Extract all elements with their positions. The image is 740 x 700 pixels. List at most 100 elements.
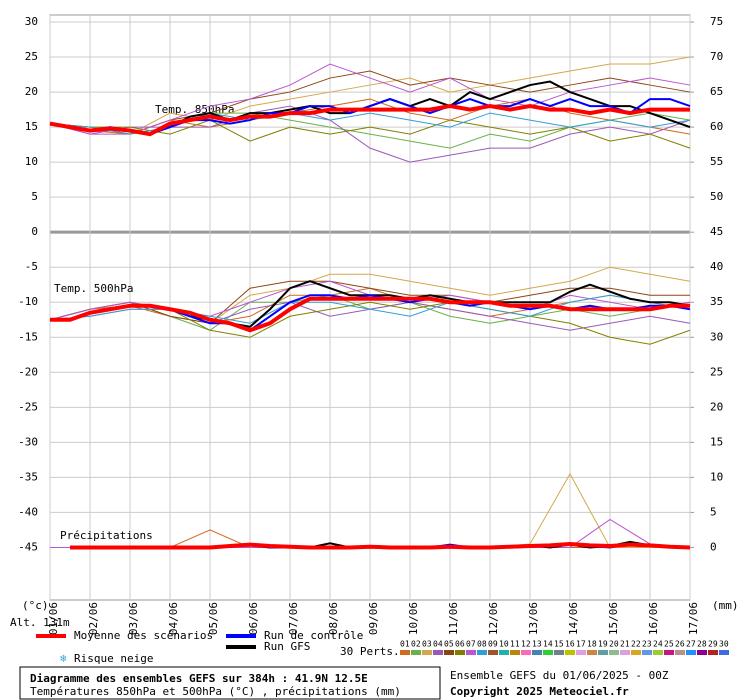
y2-tick-label: 0 — [710, 540, 717, 553]
perturbation-number: 23 — [642, 640, 652, 649]
x-tick-label: 09/06 — [367, 602, 380, 635]
perturbation-number: 27 — [686, 640, 696, 649]
perturbation-number: 03 — [422, 640, 432, 649]
perturbation-number: 13 — [532, 640, 542, 649]
y-tick-label: -30 — [18, 435, 38, 448]
perturbation-number: 29 — [708, 640, 718, 649]
run-info: Ensemble GEFS du 01/06/2025 - 00Z — [450, 669, 669, 682]
y-tick-label: -15 — [18, 330, 38, 343]
y-tick-label: 20 — [25, 85, 38, 98]
x-tick-label: 08/06 — [327, 602, 340, 635]
perturbation-swatch — [400, 650, 410, 655]
perturbation-swatch — [697, 650, 707, 655]
series-line — [70, 541, 691, 550]
series-line — [50, 296, 690, 333]
legend-label: Run GFS — [264, 640, 310, 653]
y-tick-label: -20 — [18, 365, 38, 378]
x-tick-label: 14/06 — [567, 602, 580, 635]
perturbation-swatch — [587, 650, 597, 655]
perturbation-swatch — [444, 650, 454, 655]
perturbation-number: 28 — [697, 640, 707, 649]
perturbation-number: 10 — [499, 640, 509, 649]
perturbation-number: 01 — [400, 640, 410, 649]
perturbation-swatch — [543, 650, 553, 655]
y2-tick-label: 20 — [710, 400, 723, 413]
y-tick-label: -25 — [18, 400, 38, 413]
perturbation-number: 15 — [554, 640, 564, 649]
y-tick-label: 30 — [25, 15, 38, 28]
perturbation-number: 02 — [411, 640, 421, 649]
perturbation-number: 07 — [466, 640, 476, 649]
x-tick-label: 02/06 — [87, 602, 100, 635]
perturbation-swatch — [686, 650, 696, 655]
y2-tick-label: 35 — [710, 295, 723, 308]
perturbation-number: 05 — [444, 640, 454, 649]
y-tick-label: 0 — [31, 225, 38, 238]
perturbation-number: 26 — [675, 640, 685, 649]
perturbation-swatch — [598, 650, 608, 655]
y2-tick-label: 25 — [710, 365, 723, 378]
y2-tick-label: 75 — [710, 15, 723, 28]
y2-tick-label: 65 — [710, 85, 723, 98]
perturbation-number: 06 — [455, 640, 465, 649]
y2-tick-label: 40 — [710, 260, 723, 273]
perturbation-swatch — [565, 650, 575, 655]
perturbation-number: 18 — [587, 640, 597, 649]
y-tick-label: -45 — [18, 540, 38, 553]
perturbations-label: 30 Perts. — [340, 645, 400, 658]
y2-tick-label: 70 — [710, 50, 723, 63]
perturbation-swatch — [499, 650, 509, 655]
y-tick-label: -10 — [18, 295, 38, 308]
y2-tick-label: 15 — [710, 435, 723, 448]
panel-label: Temp. 850hPa — [155, 103, 234, 116]
perturbation-swatch — [411, 650, 421, 655]
perturbation-number: 08 — [477, 640, 487, 649]
perturbation-number: 04 — [433, 640, 443, 649]
x-tick-label: 12/06 — [487, 602, 500, 635]
y-tick-label: 25 — [25, 50, 38, 63]
perturbation-swatch — [521, 650, 531, 655]
y2-tick-label: 5 — [710, 505, 717, 518]
x-tick-label: 03/06 — [127, 602, 140, 635]
perturbation-number: 30 — [719, 640, 729, 649]
y2-tick-label: 45 — [710, 225, 723, 238]
perturbation-number: 22 — [631, 640, 641, 649]
perturbation-line — [49, 294, 691, 324]
perturbation-number: 09 — [488, 640, 498, 649]
series-line — [49, 104, 690, 137]
perturbation-number: 14 — [543, 640, 553, 649]
perturbation-swatch — [455, 650, 465, 655]
perturbation-swatch — [719, 650, 729, 655]
perturbation-line — [49, 56, 691, 135]
y-tick-label: -40 — [18, 505, 38, 518]
x-tick-label: 07/06 — [287, 602, 300, 635]
x-tick-label: 17/06 — [687, 602, 700, 635]
perturbation-swatch — [433, 650, 443, 655]
perturbation-number: 12 — [521, 640, 531, 649]
y-tick-label: -35 — [18, 470, 38, 483]
perturbation-number: 24 — [653, 640, 663, 649]
perturbation-swatch — [422, 650, 432, 655]
perturbation-swatch — [609, 650, 619, 655]
y-tick-label: 5 — [31, 190, 38, 203]
perturbation-line — [49, 280, 690, 324]
y2-tick-label: 55 — [710, 155, 723, 168]
y2-unit: (mm) — [712, 599, 739, 612]
panel-label: Temp. 500hPa — [54, 282, 133, 295]
y-tick-label: 10 — [25, 155, 38, 168]
altitude: Alt. 131m — [10, 616, 70, 629]
perturbation-swatch — [466, 650, 476, 655]
panel-label: Précipitations — [60, 529, 153, 542]
chart-title: Diagramme des ensembles GEFS sur 384h : … — [30, 672, 368, 685]
x-tick-label: 13/06 — [527, 602, 540, 635]
x-tick-label: 04/06 — [167, 602, 180, 635]
perturbation-swatch — [554, 650, 564, 655]
perturbation-number: 21 — [620, 640, 630, 649]
x-tick-label: 06/06 — [247, 602, 260, 635]
perturbation-swatch — [642, 650, 652, 655]
x-tick-label: 16/06 — [647, 602, 660, 635]
perturbation-number: 11 — [510, 640, 520, 649]
perturbation-swatch — [664, 650, 674, 655]
y2-tick-label: 60 — [710, 120, 723, 133]
perturbation-number: 19 — [598, 640, 608, 649]
